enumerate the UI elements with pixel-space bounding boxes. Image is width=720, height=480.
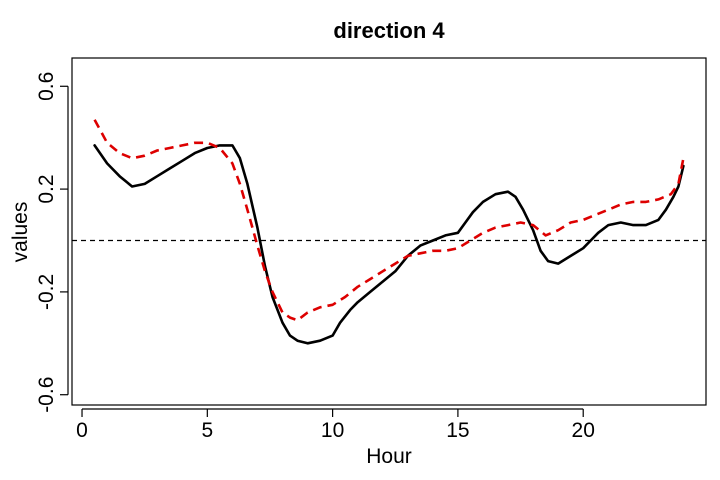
- x-tick-label: 20: [572, 419, 595, 442]
- chart-title: direction 4: [333, 18, 445, 43]
- x-axis: 0 5 10 15 20: [76, 408, 595, 442]
- y-tick-label: 0.6: [35, 72, 58, 101]
- x-tick-label: 5: [201, 419, 213, 442]
- series-line-2: [93, 119, 685, 322]
- series-line-1: [93, 144, 685, 345]
- x-axis-title: Hour: [366, 445, 412, 468]
- x-tick-label: 15: [446, 419, 469, 442]
- plot-frame: [71, 57, 707, 406]
- x-tick-label: 0: [76, 419, 88, 442]
- y-axis: 0.6 0.2 -0.2 -0.6: [35, 72, 69, 413]
- y-axis-title: values: [9, 202, 32, 263]
- x-tick-label: 10: [321, 419, 344, 442]
- y-tick-label: -0.2: [35, 274, 58, 310]
- y-tick-label: 0.2: [35, 174, 58, 203]
- series-layer: [93, 119, 685, 345]
- y-tick-label: -0.6: [35, 377, 58, 413]
